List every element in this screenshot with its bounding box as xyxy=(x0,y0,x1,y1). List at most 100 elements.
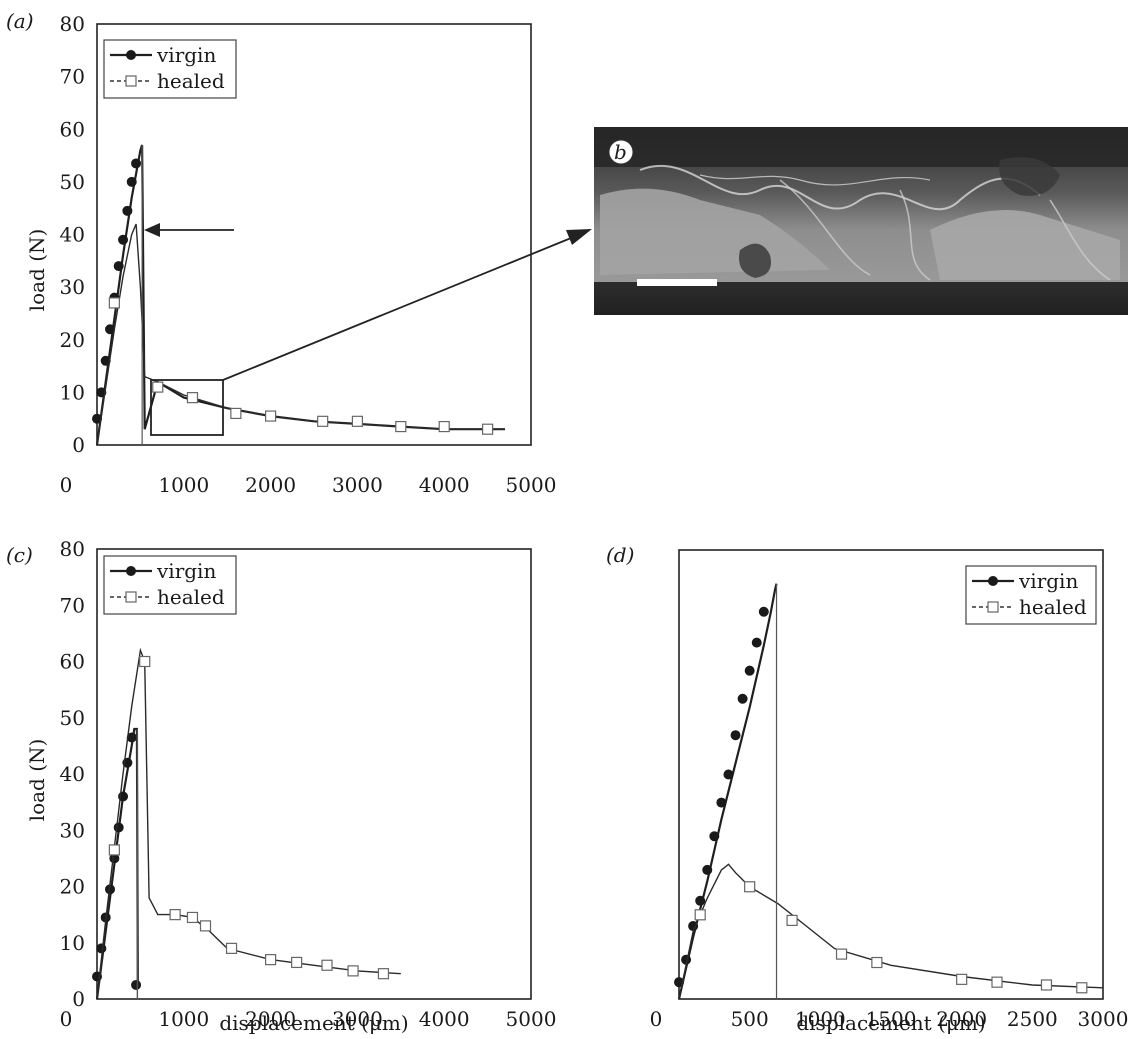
panel-a-y-ticks: 0 10 20 30 40 50 60 70 80 xyxy=(60,12,85,457)
legend-healed-label: healed xyxy=(157,69,225,93)
micrograph-fibres-1 xyxy=(639,164,1041,211)
panel-a-plot-area xyxy=(92,144,505,446)
healed-data-point xyxy=(152,381,164,393)
panel-b: b xyxy=(594,127,1128,315)
x-tick-label: 2000 xyxy=(245,473,296,497)
legend-healed-marker xyxy=(987,601,999,613)
panel-a-ylabel: load (N) xyxy=(25,229,49,312)
virgin-data-point xyxy=(131,158,142,169)
healed-data-point xyxy=(230,407,242,420)
healed-data-point xyxy=(108,297,120,309)
virgin-data-point xyxy=(737,693,748,704)
legend-healed-marker xyxy=(125,75,137,87)
panel-c: (c) load (N) 0 10 20 30 40 50 60 70 80 0 1000 2000… xyxy=(6,537,557,1035)
panel-d-frame xyxy=(678,549,1104,1000)
healed-data-point xyxy=(1040,979,1053,991)
virgin-data-point xyxy=(118,234,129,245)
y-tick-label: 60 xyxy=(60,650,85,674)
x-tick-label: 0 xyxy=(60,1007,73,1031)
virgin-data-point xyxy=(695,895,706,906)
legend-virgin-marker xyxy=(126,566,136,576)
healed-data-point xyxy=(291,956,303,969)
panel-d-letter: (d) xyxy=(606,543,634,567)
legend-virgin-marker xyxy=(126,50,136,60)
panel-b-label-badge xyxy=(608,139,634,165)
micrograph-matrix-right xyxy=(930,210,1120,280)
panel-a-frame xyxy=(96,23,532,446)
peak-arrow xyxy=(144,223,234,237)
healed-data-point xyxy=(694,909,706,921)
legend-healed-label: healed xyxy=(157,585,225,609)
panel-b-letter: b xyxy=(614,140,627,164)
panel-d: (d) 0 500 1000 1500 2000 2500 3000 displacemen… xyxy=(606,543,1129,1035)
panel-d-x-ticks: 0 500 1000 1500 2000 2500 3000 xyxy=(650,1007,1129,1031)
x-tick-label: 2000 xyxy=(245,1007,296,1031)
virgin-data-point xyxy=(113,822,124,833)
virgin-data-point xyxy=(96,387,107,398)
virgin-data-point xyxy=(709,831,720,842)
healed-data-point xyxy=(186,911,199,924)
zoom-box xyxy=(150,379,224,436)
healed-data-point xyxy=(169,909,181,921)
virgin-data-point xyxy=(122,205,133,216)
virgin-data-point xyxy=(702,864,713,875)
legend-healed-label: healed xyxy=(1019,595,1087,619)
y-tick-label: 20 xyxy=(60,328,85,352)
x-tick-label: 2500 xyxy=(1007,1007,1058,1031)
healed-data-point xyxy=(744,881,756,893)
virgin-data-point xyxy=(723,769,734,780)
virgin-data-point xyxy=(113,261,124,272)
healed-data-point xyxy=(317,415,329,427)
healed-data-point xyxy=(438,420,450,433)
x-tick-label: 0 xyxy=(60,473,73,497)
micrograph-fibres-3 xyxy=(699,174,931,186)
panel-a-legend: virgin healed xyxy=(103,39,237,99)
micrograph-top-layer xyxy=(594,127,1128,167)
y-tick-label: 70 xyxy=(60,65,85,89)
y-tick-label: 20 xyxy=(60,875,85,899)
x-tick-label: 1000 xyxy=(795,1007,846,1031)
healed-data-point xyxy=(347,965,359,977)
healed-data-point xyxy=(108,844,120,856)
healed-data-point xyxy=(871,956,883,969)
legend-virgin-label: virgin xyxy=(156,559,216,583)
healed-data-point xyxy=(225,942,238,954)
virgin-data-point xyxy=(105,324,116,335)
legend-virgin-label: virgin xyxy=(1018,569,1078,593)
scale-bar xyxy=(637,279,717,286)
y-tick-label: 40 xyxy=(60,223,85,247)
healed-data-point xyxy=(395,420,407,433)
x-tick-label: 3000 xyxy=(1078,1007,1129,1031)
x-tick-label: 2000 xyxy=(936,1007,987,1031)
healed-data-point xyxy=(186,392,199,404)
panel-c-x-ticks: 0 1000 2000 3000 4000 5000 xyxy=(60,1007,557,1031)
x-tick-label: 5000 xyxy=(506,473,557,497)
micrograph-bottom-layer xyxy=(594,282,1128,315)
x-tick-label: 1000 xyxy=(158,473,209,497)
virgin-data-point xyxy=(730,730,741,741)
y-tick-label: 50 xyxy=(60,706,85,730)
legend-healed-marker xyxy=(125,591,137,603)
panel-c-y-ticks: 0 10 20 30 40 50 60 70 80 xyxy=(60,537,85,1011)
y-tick-label: 80 xyxy=(60,12,85,36)
x-tick-label: 1000 xyxy=(158,1007,209,1031)
panel-c-letter: (c) xyxy=(6,543,33,567)
virgin-data-point xyxy=(96,943,107,954)
x-tick-label: 5000 xyxy=(506,1007,557,1031)
virgin-series-line xyxy=(677,583,778,1000)
panel-a-legend-box xyxy=(103,39,237,99)
y-tick-label: 30 xyxy=(60,275,85,299)
micrograph-matrix-left xyxy=(600,188,830,275)
healed-data-point xyxy=(991,976,1003,988)
x-tick-label: 4000 xyxy=(419,473,470,497)
panel-a: (a) load (N) 0 10 20 30 40 50 60 70 80 0 1000 2000… xyxy=(6,9,556,497)
x-tick-label: 0 xyxy=(650,1007,663,1031)
healed-series-line xyxy=(96,223,505,446)
virgin-data-point xyxy=(131,979,142,990)
x-tick-label: 500 xyxy=(731,1007,769,1031)
zoom-connector-arrow xyxy=(222,229,592,381)
micrograph-inclusion xyxy=(739,243,771,278)
panel-d-xlabel: displacement (μm) xyxy=(796,1011,985,1034)
virgin-data-point xyxy=(126,176,137,187)
